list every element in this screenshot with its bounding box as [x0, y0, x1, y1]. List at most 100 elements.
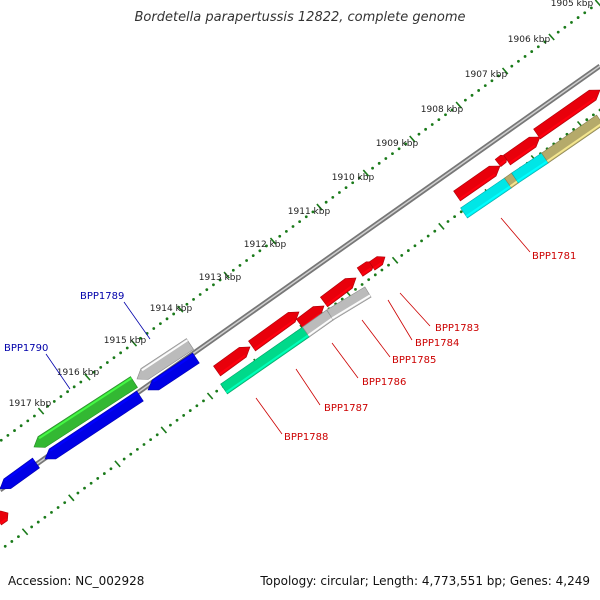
gene-feature-bpp1784[interactable] [356, 261, 376, 277]
gene-feature-bpp1789[interactable] [136, 338, 195, 380]
ruler-minor-tick [125, 346, 129, 350]
inner-ruler-minor-tick [30, 525, 34, 529]
gene-feature-bpp1783[interactable] [368, 256, 386, 271]
gene-label[interactable]: BPP1781 [532, 251, 576, 262]
gene-feature-grey-b-body[interactable] [326, 286, 372, 321]
ruler-minor-tick [450, 108, 454, 112]
ruler-minor-tick [99, 366, 103, 369]
inner-ruler-minor-tick [76, 491, 80, 495]
inner-ruler-minor-tick [175, 418, 179, 422]
inner-ruler-minor-tick [122, 457, 126, 461]
ruler-minor-tick [583, 11, 587, 15]
ruler-minor-tick [357, 176, 361, 180]
inner-ruler-minor-tick [340, 297, 344, 301]
ruler-tick-label: 1915 kbp [104, 336, 147, 346]
inner-ruler-minor-tick [367, 278, 371, 282]
gene-feature-bpp1781-shading [458, 173, 496, 201]
gene-feature-bpp1779-body[interactable] [503, 136, 541, 166]
ruler-minor-tick [212, 283, 215, 287]
gene-feature-green-body[interactable] [33, 376, 138, 448]
gene-leader-line [399, 292, 431, 327]
ruler-tick-label: 1916 kbp [57, 368, 100, 378]
ruler-minor-tick [543, 40, 547, 44]
inner-ruler-minor-tick [129, 452, 133, 456]
ruler-minor-tick [391, 152, 394, 156]
gene-label[interactable]: BPP1786 [362, 377, 406, 388]
ruler-tick-label: 1908 kbp [421, 105, 464, 115]
gene-feature-bpp1788[interactable] [213, 346, 251, 377]
inner-ruler-minor-tick [182, 414, 186, 417]
gene-feature-bpp1790-shading [49, 391, 139, 452]
gene-feature-olive-b-body[interactable] [541, 114, 600, 164]
ruler-minor-tick [46, 404, 50, 408]
inner-ruler-major-tick [438, 222, 445, 230]
gene-feature-bpp1778-body[interactable] [533, 89, 600, 140]
gene-feature-bpp1790-body[interactable] [44, 390, 144, 460]
gene-feature-blue-a-body[interactable] [147, 352, 200, 391]
gene-leader-line [331, 342, 359, 379]
inner-ruler-minor-tick [380, 268, 384, 272]
gene-feature-blue-a[interactable] [147, 352, 200, 391]
gene-feature-bpp1783-shading [373, 262, 383, 270]
ruler-minor-tick [152, 327, 156, 330]
ruler-minor-tick [570, 21, 573, 24]
ruler-minor-tick [530, 50, 534, 53]
gene-feature-green[interactable] [33, 376, 138, 448]
inner-ruler-minor-tick [89, 481, 93, 485]
gene-feature-olive-b[interactable] [541, 114, 600, 164]
gene-leader-line [295, 368, 321, 406]
ruler-minor-tick [444, 113, 447, 117]
gene-feature-bpp1785[interactable] [319, 277, 357, 308]
gene-label[interactable]: BPP1789 [80, 291, 124, 302]
ruler-minor-tick [371, 166, 374, 170]
gene-feature-bpp1783-body[interactable] [368, 256, 386, 271]
gene-feature-bpp1781[interactable] [453, 165, 501, 202]
gene-label[interactable]: BPP1790 [4, 343, 48, 354]
gene-feature-bpp1779-shading [508, 144, 536, 165]
gene-feature-grey-b[interactable] [326, 286, 372, 321]
gene-label[interactable]: BPP1785 [392, 355, 436, 366]
inner-ruler-minor-tick [10, 540, 14, 543]
gene-feature-bpp1787[interactable] [248, 311, 300, 352]
gene-feature-bpp1785-body[interactable] [319, 277, 357, 308]
inner-ruler-minor-tick [360, 283, 364, 286]
inner-ruler-minor-tick [406, 249, 410, 252]
gene-label[interactable]: BPP1788 [284, 432, 328, 443]
gene-label[interactable]: BPP1783 [435, 323, 479, 334]
inner-ruler-minor-tick [215, 389, 219, 393]
gene-feature-blue-c-body[interactable] [0, 457, 40, 490]
inner-ruler-major-tick [68, 494, 75, 502]
ruler-minor-tick [205, 288, 209, 292]
gene-feature-bpp1780[interactable] [494, 154, 508, 168]
ruler-minor-tick [258, 249, 262, 253]
ruler-minor-tick [231, 268, 235, 272]
ruler-minor-tick [589, 6, 593, 10]
gene-feature-edge-red[interactable] [0, 510, 9, 526]
gene-feature-bpp1779[interactable] [503, 136, 541, 166]
ruler-tick-label: 1907 kbp [465, 70, 508, 80]
gene-label[interactable]: BPP1784 [415, 338, 459, 349]
gene-feature-grey-a-shading [307, 317, 333, 337]
gene-feature-bpp1778[interactable] [533, 89, 600, 140]
gene-feature-bpp1781-body[interactable] [453, 165, 501, 202]
gene-feature-bpp1788-body[interactable] [213, 346, 251, 377]
gene-feature-blue-c[interactable] [0, 457, 40, 490]
inner-ruler-minor-tick [135, 447, 139, 451]
gene-feature-bpp1789-body[interactable] [136, 338, 195, 380]
ruler-minor-tick [6, 434, 10, 437]
gene-feature-bpp1787-body[interactable] [248, 311, 300, 352]
ruler-minor-tick [66, 390, 69, 394]
ruler-tick-label: 1905 kbp [551, 0, 594, 9]
inner-ruler-minor-tick [3, 544, 7, 548]
ruler-minor-tick [139, 336, 142, 340]
gene-feature-cyan-b-shading [516, 160, 548, 183]
ruler-minor-tick [483, 84, 487, 87]
gene-feature-bpp1790[interactable] [44, 390, 144, 460]
ruler-minor-tick [304, 215, 308, 219]
ruler-major-tick [362, 169, 370, 177]
ruler-tick-label: 1912 kbp [244, 240, 287, 250]
gene-label[interactable]: BPP1787 [324, 403, 368, 414]
ruler-major-tick [455, 101, 462, 109]
gene-feature-green-shading [38, 377, 133, 440]
